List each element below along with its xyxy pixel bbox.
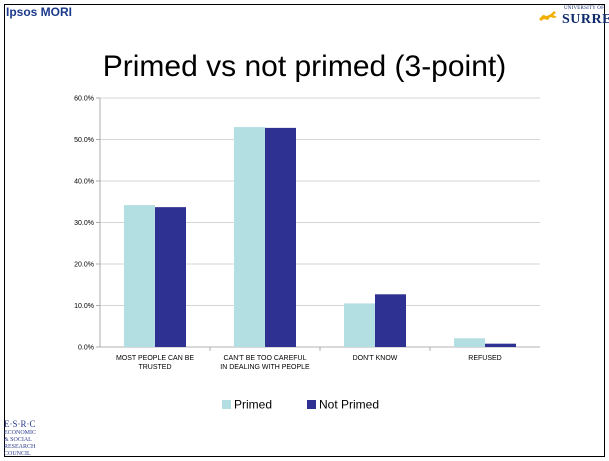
bar-not-primed	[265, 127, 296, 347]
esrc-logo-line: RESEARCH	[4, 444, 36, 450]
esrc-logo: E·S·R·C ECONOMIC & SOCIAL RESEARCH COUNC…	[4, 420, 59, 458]
slide-title: Primed vs not primed (3-point)	[102, 50, 507, 83]
esrc-logo-line: & SOCIAL	[4, 437, 32, 443]
ipsos-mori-logo: Ipsos MORI	[6, 5, 73, 19]
legend-swatch	[307, 400, 316, 409]
y-tick-label: 30.0%	[74, 220, 94, 227]
bar-primed	[124, 205, 155, 347]
x-tick-label: DON'T KNOW	[353, 355, 398, 362]
y-tick-label: 40.0%	[74, 179, 94, 186]
x-tick-label: REFUSED	[468, 355, 501, 362]
legend-label: Not Primed	[319, 398, 379, 412]
y-tick-label: 0.0%	[78, 345, 94, 352]
esrc-logo-line: E·S·R·C	[4, 419, 36, 429]
legend-label: Primed	[234, 398, 272, 412]
y-tick-label: 10.0%	[74, 303, 94, 310]
y-tick-label: 20.0%	[74, 262, 94, 269]
bar-not-primed	[375, 294, 406, 347]
bar-primed	[234, 127, 265, 347]
stag-icon	[539, 11, 557, 21]
university-of-surrey-logo: UNIVERSITY OF SURREY	[537, 3, 609, 29]
y-tick-label: 60.0%	[74, 96, 94, 103]
legend-swatch	[222, 400, 231, 409]
x-tick-label: CAN'T BE TOO CAREFUL	[223, 355, 306, 362]
slide-frame	[4, 4, 605, 457]
bar-not-primed	[485, 343, 516, 347]
surrey-logo-text: SURREY	[562, 12, 609, 27]
esrc-logo-line: COUNCIL	[4, 451, 31, 457]
esrc-logo-line: ECONOMIC	[4, 430, 37, 436]
surrey-logo-small-text: UNIVERSITY OF	[564, 6, 605, 11]
bar-not-primed	[155, 207, 186, 347]
x-tick-label: MOST PEOPLE CAN BE	[116, 355, 194, 362]
x-tick-label: IN DEALING WITH PEOPLE	[220, 364, 310, 371]
bar-primed	[344, 303, 375, 347]
y-tick-label: 50.0%	[74, 137, 94, 144]
bar-primed	[454, 338, 485, 347]
x-tick-label: TRUSTED	[138, 364, 171, 371]
